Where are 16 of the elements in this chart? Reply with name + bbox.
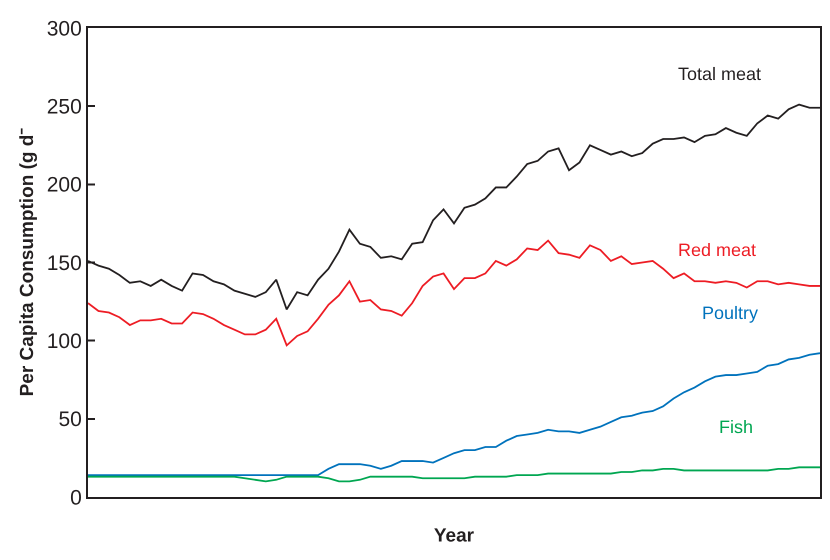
series-label: Total meat <box>678 64 762 84</box>
x-axis-title: Year <box>434 525 475 546</box>
y-tick-label: 50 <box>58 408 82 432</box>
y-tick-label: 0 <box>70 486 82 510</box>
y-tick-label: 250 <box>46 96 82 119</box>
y-axis-title: Per Capita Consumption (g d⁻ <box>17 128 38 396</box>
y-tick-label: 150 <box>46 252 82 275</box>
line-series <box>88 352 820 476</box>
y-tick-label: 100 <box>46 330 82 354</box>
series-label: Red meat <box>678 240 756 260</box>
series-label: Fish <box>719 417 754 437</box>
y-tick-label: 300 <box>46 17 82 40</box>
line-series <box>88 240 820 346</box>
text: Poultry <box>702 303 758 323</box>
y-tick-label: 200 <box>46 174 82 197</box>
line-series <box>88 466 820 482</box>
